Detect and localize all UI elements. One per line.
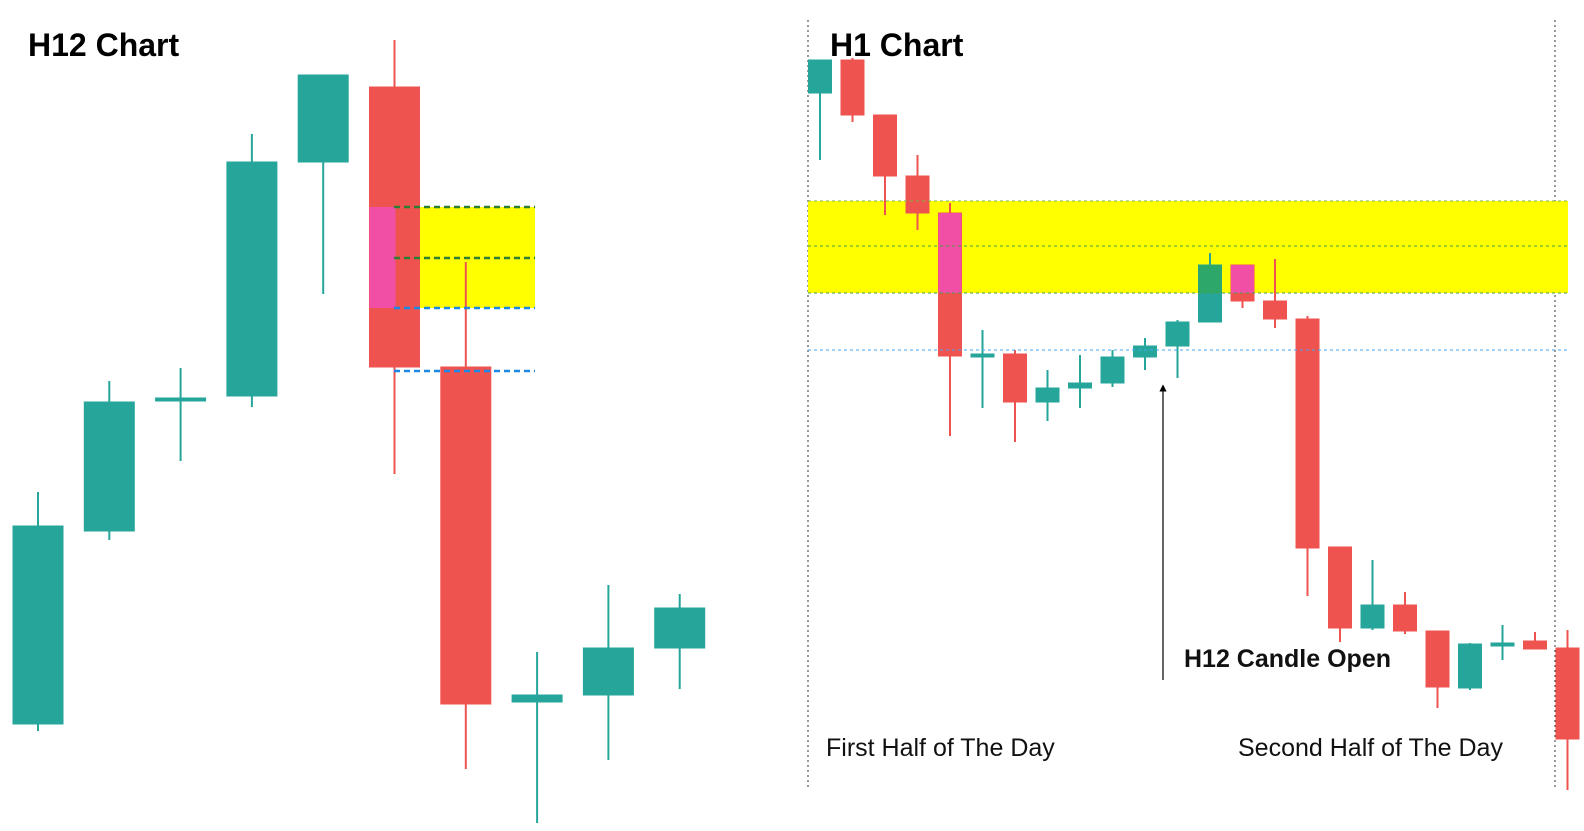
candle-body: [1393, 604, 1417, 632]
candle-body: [1523, 640, 1547, 650]
candle-body: [511, 694, 563, 703]
candle-body: [155, 397, 207, 402]
candle-body: [1068, 382, 1092, 389]
chart-title: H12 Chart: [28, 27, 180, 63]
candle-body: [873, 114, 897, 177]
candle-body: [1295, 318, 1320, 549]
candle-body: [1458, 643, 1482, 689]
candle-body: [1263, 300, 1287, 320]
candle-body: [226, 161, 278, 397]
candle-body: [1133, 345, 1157, 358]
candle-body: [1100, 356, 1125, 384]
candle-body: [654, 607, 706, 649]
annotation: First Half of The Day: [826, 734, 1055, 762]
candle-body: [1328, 546, 1352, 629]
candle-highlight: [1231, 265, 1254, 293]
candle-body: [440, 366, 492, 705]
candle-body: [1003, 353, 1027, 403]
candle-highlight: [1198, 265, 1222, 293]
candle-body: [1035, 387, 1060, 403]
candle-body: [1490, 642, 1515, 647]
annotation: Second Half of The Day: [1238, 734, 1503, 762]
candle-highlight: [369, 207, 396, 308]
candle-body: [1425, 630, 1450, 688]
candle-body: [970, 353, 995, 358]
candle-body: [1555, 647, 1580, 740]
candle-body: [1165, 321, 1190, 347]
candle-body: [297, 74, 349, 163]
candle-body: [905, 175, 930, 214]
chart-title: H1 Chart: [830, 27, 964, 63]
candle-body: [840, 59, 865, 116]
candle-body: [83, 401, 135, 532]
zone: [808, 201, 1568, 293]
candle-body: [582, 647, 634, 696]
candle-body: [808, 59, 832, 94]
candle-body: [12, 525, 64, 725]
candle-highlight: [938, 213, 962, 293]
annotation: H12 Candle Open: [1184, 645, 1391, 673]
candle-body: [1360, 604, 1385, 629]
